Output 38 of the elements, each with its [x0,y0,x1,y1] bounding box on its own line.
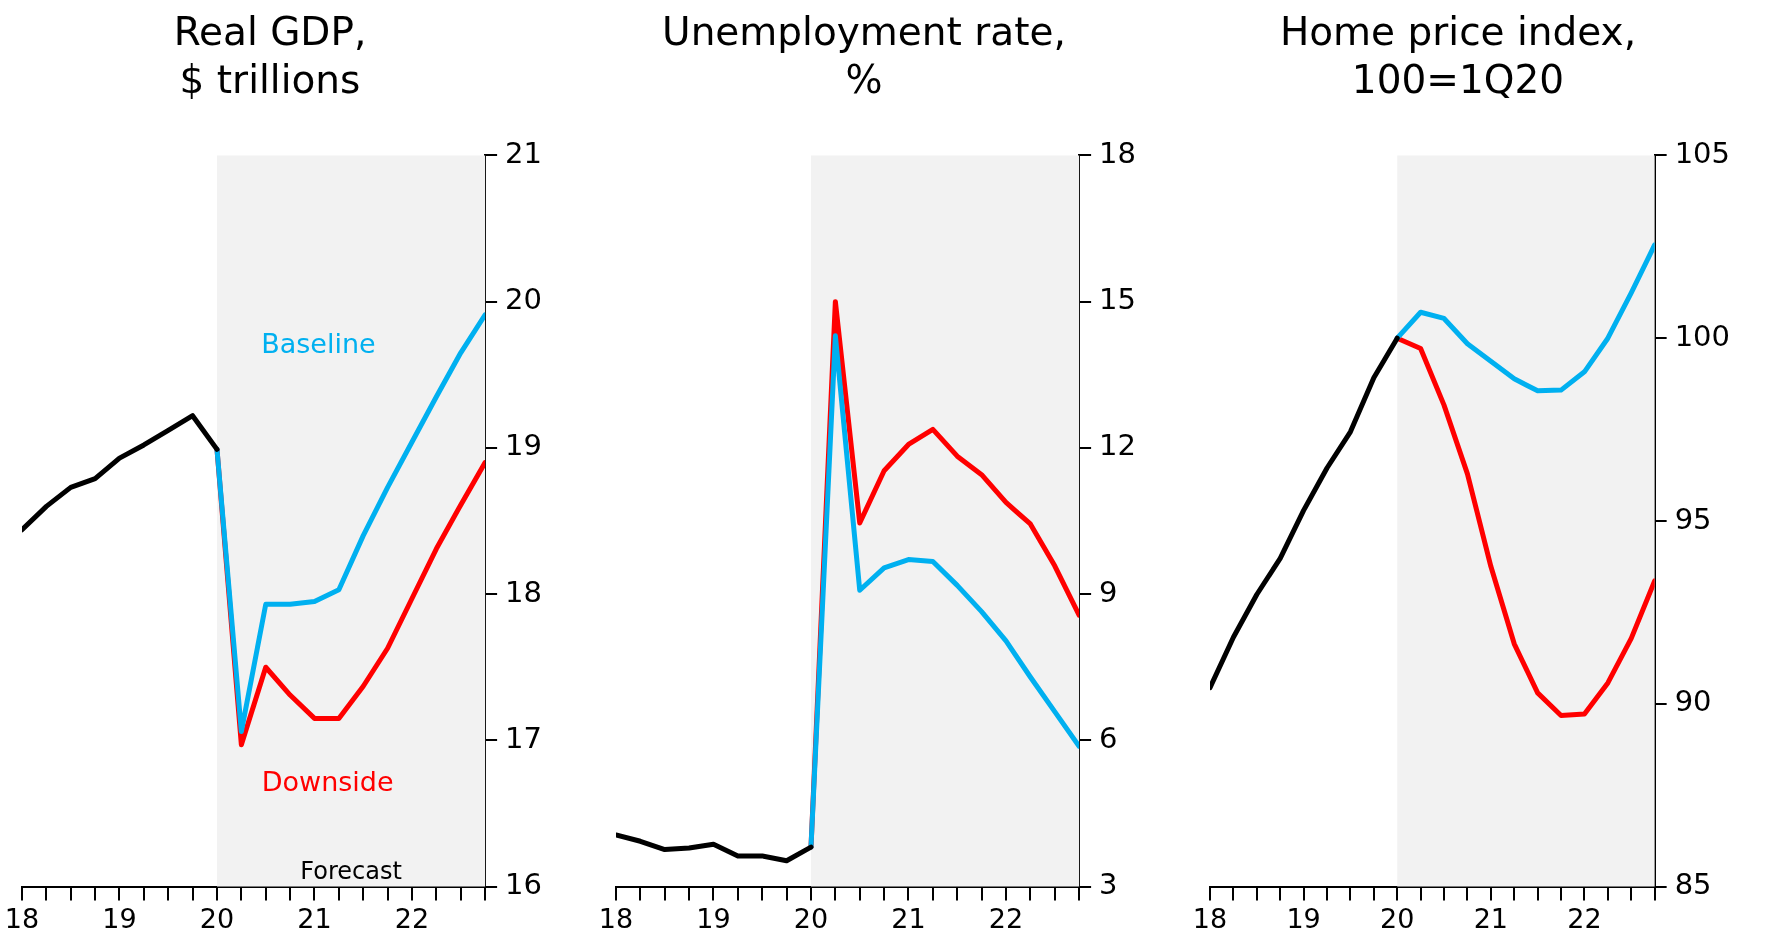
y-tick-label: 105 [1674,135,1731,170]
y-tick-label: 21 [505,135,542,170]
x-tick-label: 20 [199,902,235,934]
y-tick-label: 19 [505,428,542,463]
y-tick-label: 18 [505,574,542,609]
x-tick-label: 22 [394,902,430,934]
chart-title: Real GDP, $ trillions [172,8,368,104]
x-tick-label: 18 [4,902,40,934]
x-tick-label: 21 [891,902,926,934]
series-label: Downside [261,766,394,798]
y-tick-label: 9 [1099,574,1118,609]
text: Baseline [261,327,376,359]
chart-title: Unemployment rate, % [661,8,1067,104]
y-tick-label: 6 [1099,720,1118,755]
x-tick-label: 21 [297,902,332,934]
y-tick-label: 12 [1099,428,1136,463]
y-tick-label: 15 [1099,282,1136,317]
y-tick-label: 100 [1674,318,1731,353]
x-tick-label: 21 [1473,902,1509,934]
band-label: Forecast [300,856,402,885]
x-tick-label: 18 [598,902,634,934]
y-tick-label: 3 [1099,867,1118,902]
y-tick-label: 95 [1674,501,1712,536]
x-tick-label: 20 [1380,902,1415,934]
x-tick-label: 19 [696,902,731,934]
y-tick-label: 90 [1674,684,1712,719]
y-tick-label: 16 [505,867,542,902]
y-tick-label: 85 [1674,867,1712,902]
y-tick-label: 20 [505,282,542,317]
x-tick-label: 19 [1286,902,1321,934]
chart-title: Home price index, 100=1Q20 [1278,8,1638,104]
x-tick-label: 20 [793,902,829,934]
x-tick-label: 18 [1192,902,1228,934]
y-tick-label: 18 [1099,135,1136,170]
y-tick-label: 17 [505,720,542,755]
x-tick-label: 22 [1567,902,1602,934]
x-tick-label: 22 [988,902,1024,934]
x-tick-label: 19 [102,902,137,934]
